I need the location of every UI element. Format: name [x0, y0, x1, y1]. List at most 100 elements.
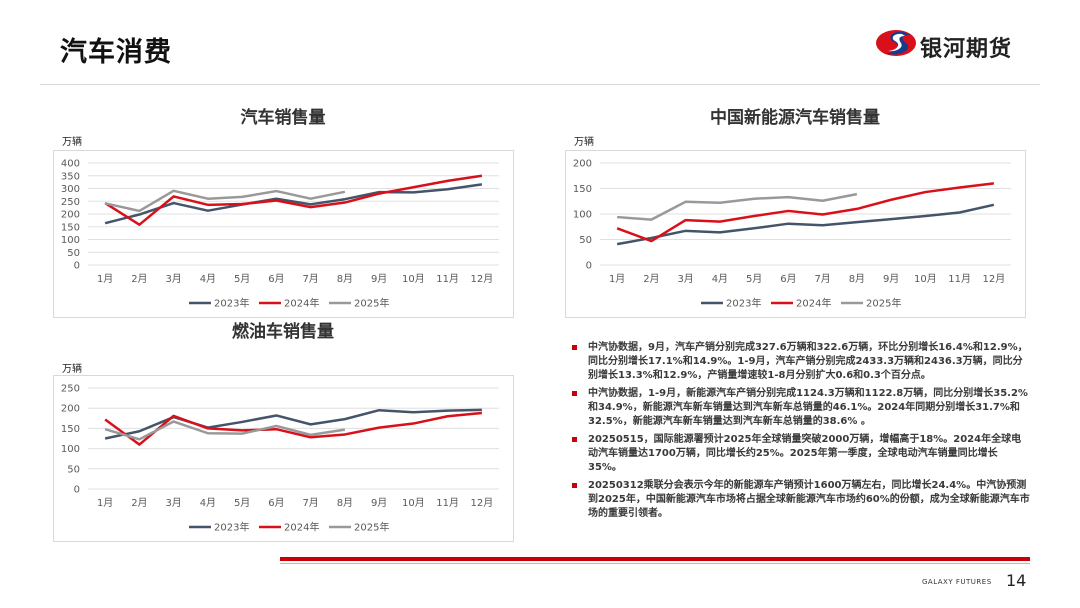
y-tick-label: 250: [61, 197, 80, 208]
x-tick-label: 9月: [371, 273, 387, 285]
y-tick-label: 50: [67, 464, 80, 475]
x-tick-label: 8月: [337, 497, 353, 509]
chart-nev-sales: 0 50 100 150 200 1月 2月 3月 4月 5月 6月 7月 8月 9月 10月 11月 12月 2…: [565, 150, 1026, 318]
x-tick-label: 8月: [337, 273, 353, 285]
legend-label: 2023年: [214, 521, 249, 534]
x-tick-label: 1月: [97, 273, 113, 285]
y-tick-label: 400: [61, 159, 80, 170]
x-tick-label: 10月: [402, 497, 425, 509]
x-tick-label: 10月: [914, 273, 937, 285]
y-tick-label: 0: [74, 261, 80, 272]
x-tick-label: 12月: [983, 273, 1006, 285]
x-tick-label: 4月: [712, 273, 728, 285]
y-tick-label: 200: [573, 159, 592, 170]
y-tick-label: 150: [573, 184, 592, 195]
x-tick-label: 1月: [97, 497, 113, 509]
y-tick-label: 150: [61, 222, 80, 233]
x-tick-label: 11月: [948, 273, 971, 285]
y-tick-label: 100: [61, 235, 80, 246]
x-tick-label: 7月: [302, 273, 318, 285]
series-line-2024年: [616, 182, 995, 243]
y-tick-label: 300: [61, 184, 80, 195]
legend-label: 2024年: [284, 297, 319, 310]
legend-label: 2025年: [354, 521, 389, 534]
chart-car-sales: 0 50 100 150 200 250 300 350 400 1月 2月 3月 4月 5月 6月 7月 8月…: [53, 150, 514, 318]
x-tick-label: 9月: [371, 497, 387, 509]
header-divider: [40, 84, 1040, 85]
x-tick-label: 6月: [268, 497, 284, 509]
x-tick-label: 7月: [302, 497, 318, 509]
x-tick-label: 2月: [643, 273, 659, 285]
y-tick-label: 100: [61, 444, 80, 455]
unit-label: 万辆: [62, 364, 82, 375]
x-tick-label: 11月: [436, 497, 459, 509]
x-tick-label: 2月: [131, 497, 147, 509]
x-tick-label: 5月: [746, 273, 762, 285]
series-line-2025年: [617, 192, 858, 221]
y-tick-label: 0: [74, 485, 80, 496]
note-item: 20250515，国际能源署预计2025年全球销量突破2000万辆，增幅高于18…: [570, 433, 1030, 475]
x-tick-label: 3月: [677, 273, 693, 285]
brand-name: 银河期货: [920, 37, 1013, 62]
bullet-icon: [572, 345, 577, 350]
x-tick-label: 6月: [780, 273, 796, 285]
x-tick-label: 5月: [234, 273, 250, 285]
x-tick-label: 12月: [471, 273, 494, 285]
x-tick-label: 1月: [609, 273, 625, 285]
x-tick-label: 3月: [165, 273, 181, 285]
unit-label: 万辆: [574, 137, 594, 148]
footer-brand: GALAXY FUTURES: [922, 578, 992, 586]
y-tick-label: 200: [61, 210, 80, 221]
x-tick-label: 9月: [883, 273, 899, 285]
legend-label: 2023年: [214, 297, 249, 310]
chart-title-fuel-sales: 燃油车销售量: [232, 322, 334, 342]
x-tick-label: 12月: [471, 497, 494, 509]
series-line-2023年: [616, 203, 995, 246]
unit-label: 万辆: [62, 137, 82, 148]
series-line-2025年: [104, 189, 346, 213]
legend-label: 2025年: [866, 297, 901, 310]
legend-label: 2024年: [284, 521, 319, 534]
series-line-2025年: [104, 420, 346, 441]
y-tick-label: 350: [61, 171, 80, 182]
x-tick-label: 4月: [200, 273, 216, 285]
footer-divider: [280, 557, 1030, 561]
x-tick-label: 3月: [165, 497, 181, 509]
bullet-icon: [572, 483, 577, 488]
notes-list: 中汽协数据，9月，汽车产销分别完成327.6万辆和322.6万辆，环比分别增长1…: [570, 341, 1030, 525]
bullet-icon: [572, 391, 577, 396]
page-title: 汽车消费: [60, 37, 172, 68]
y-tick-label: 150: [61, 424, 80, 435]
legend-label: 2025年: [354, 297, 389, 310]
x-tick-label: 7月: [814, 273, 830, 285]
footer-divider-thin: [280, 563, 1030, 564]
x-tick-label: 10月: [402, 273, 425, 285]
note-item: 中汽协数据，1-9月，新能源汽车产销分别完成1124.3万辆和1122.8万辆，…: [570, 387, 1030, 429]
x-tick-label: 2月: [131, 273, 147, 285]
galaxy-logo-icon: [876, 30, 916, 56]
y-tick-label: 50: [67, 248, 80, 259]
chart-fuel-sales: 0 50 100 150 200 250 1月 2月 3月 4月 5月 6月 7月 8月 9月 10月 11月 1…: [53, 375, 514, 542]
x-tick-label: 6月: [268, 273, 284, 285]
y-tick-label: 50: [579, 235, 592, 246]
x-tick-label: 11月: [436, 273, 459, 285]
series-line-2024年: [104, 174, 483, 226]
x-tick-label: 4月: [200, 497, 216, 509]
x-tick-label: 8月: [849, 273, 865, 285]
series-line-2024年: [104, 411, 482, 446]
bullet-icon: [572, 437, 577, 442]
y-tick-label: 250: [61, 384, 80, 395]
y-tick-label: 0: [586, 261, 592, 272]
y-tick-label: 200: [61, 404, 80, 415]
legend-label: 2024年: [796, 297, 831, 310]
note-item: 20250312乘联分会表示今年的新能源车产销预计1600万辆左右，同比增长24…: [570, 479, 1030, 521]
page-number: 14: [1006, 571, 1027, 590]
note-item: 中汽协数据，9月，汽车产销分别完成327.6万辆和322.6万辆，环比分别增长1…: [570, 341, 1030, 383]
series-line-2023年: [104, 183, 483, 225]
chart-title-nev-sales: 中国新能源汽车销售量: [710, 108, 880, 128]
x-tick-label: 5月: [234, 497, 250, 509]
chart-title-car-sales: 汽车销售量: [240, 108, 326, 128]
y-tick-label: 100: [573, 210, 592, 221]
legend-label: 2023年: [726, 297, 761, 310]
